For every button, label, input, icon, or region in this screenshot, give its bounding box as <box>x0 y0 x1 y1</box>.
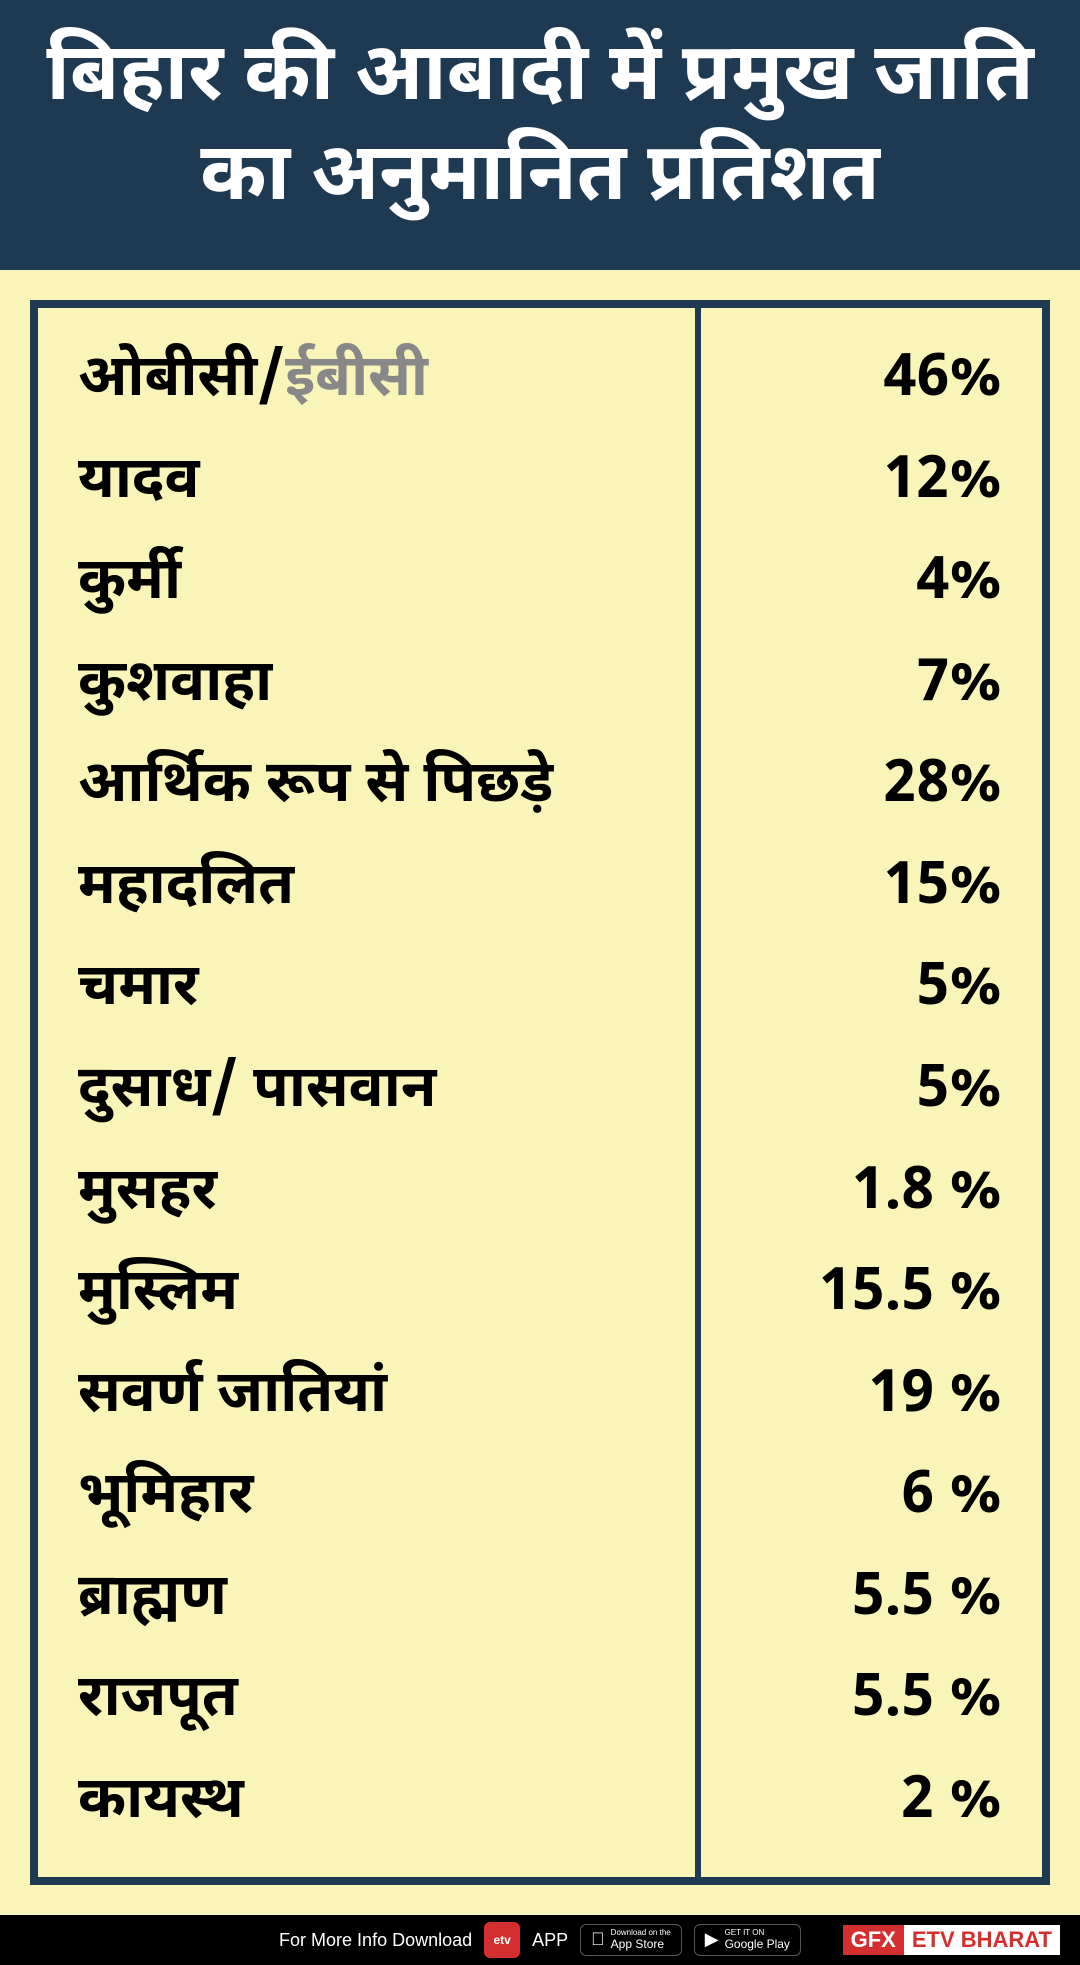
table-row-value: 5.5 % <box>731 1658 1002 1745</box>
appstore-big-text: App Store <box>611 1938 671 1951</box>
table-row-label: मुस्लिम <box>78 1252 665 1339</box>
brand-badge: GFX ETV BHARAT <box>843 1925 1060 1955</box>
footer-text: For More Info Download <box>279 1930 472 1951</box>
table-row-value: 15.5 % <box>731 1252 1002 1339</box>
table-row-value: 12% <box>731 440 1002 527</box>
table-values-column: 46% 12% 4% 7% 28% 15% 5% 5% 1.8 % 15.5 % 19 % 6 % 5.… <box>701 308 1042 1877</box>
table-row-value: 1.8 % <box>731 1151 1002 1238</box>
brand-gfx-text: GFX <box>843 1925 904 1955</box>
table-row-value: 4% <box>731 541 1002 628</box>
table-row-label: मुसहर <box>78 1151 665 1238</box>
table-row-value: 5% <box>731 947 1002 1034</box>
table-row-label: ओबीसी/ईबीसी <box>78 338 665 425</box>
googleplay-badge[interactable]: ▶ GET IT ON Google Play <box>694 1924 801 1956</box>
table-row-value: 15% <box>731 846 1002 933</box>
app-label: APP <box>532 1930 568 1951</box>
table-row-value: 28% <box>731 744 1002 831</box>
footer-bar: For More Info Download etv APP  Downloa… <box>0 1915 1080 1965</box>
play-big-text: Google Play <box>725 1938 790 1951</box>
appstore-badge[interactable]:  Download on the App Store <box>580 1924 682 1956</box>
play-icon: ▶ <box>705 1930 719 1950</box>
brand-etv-text: ETV BHARAT <box>904 1925 1060 1955</box>
content-area: ओबीसी/ईबीसी यादव कुर्मी कुशवाहा आर्थिक रूप … <box>0 270 1080 1915</box>
data-table: ओबीसी/ईबीसी यादव कुर्मी कुशवाहा आर्थिक रूप … <box>30 300 1050 1885</box>
page-title: बिहार की आबादी में प्रमुख जाति का अनुमान… <box>0 0 1080 270</box>
table-row-label: भूमिहार <box>78 1455 665 1542</box>
table-row-value: 7% <box>731 643 1002 730</box>
table-labels-column: ओबीसी/ईबीसी यादव कुर्मी कुशवाहा आर्थिक रूप … <box>38 308 701 1877</box>
table-row-label: यादव <box>78 440 665 527</box>
table-row-label: राजपूत <box>78 1658 665 1745</box>
table-row-value: 5.5 % <box>731 1557 1002 1644</box>
table-row-label: कायस्थ <box>78 1760 665 1847</box>
table-row-label: कुशवाहा <box>78 643 665 730</box>
app-logo-icon: etv <box>484 1922 520 1958</box>
table-row-label: सवर्ण जातियां <box>78 1354 665 1441</box>
table-row-label: आर्थिक रूप से पिछड़े <box>78 744 665 831</box>
table-row-label: कुर्मी <box>78 541 665 628</box>
table-row-label: दुसाध/ पासवान <box>78 1049 665 1136</box>
apple-icon:  <box>591 1930 605 1950</box>
table-row-label: महादलित <box>78 846 665 933</box>
table-row-value: 46% <box>731 338 1002 425</box>
table-row-label: चमार <box>78 947 665 1034</box>
table-row-value: 19 % <box>731 1354 1002 1441</box>
table-row-label: ब्राह्मण <box>78 1557 665 1644</box>
table-row-value: 2 % <box>731 1760 1002 1847</box>
table-row-value: 5% <box>731 1049 1002 1136</box>
table-row-value: 6 % <box>731 1455 1002 1542</box>
